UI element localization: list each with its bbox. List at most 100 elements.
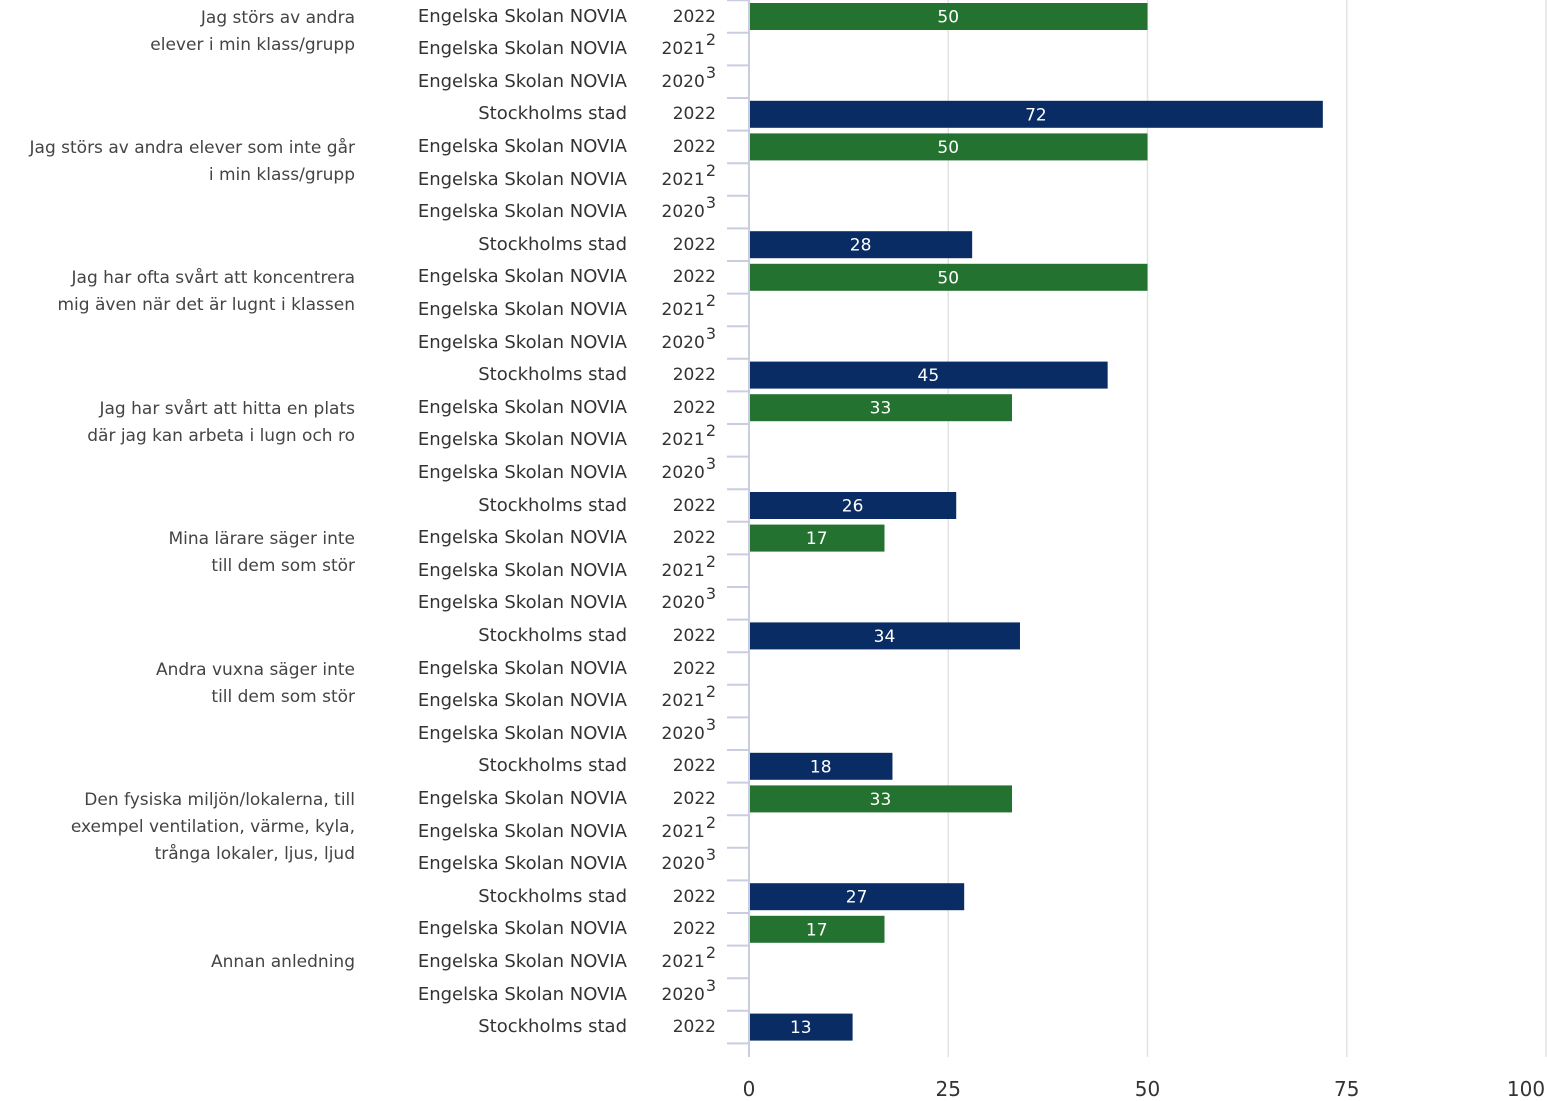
row-year-label: 2022 xyxy=(673,397,716,419)
question-label-line: Den fysiska miljön/lokalerna, till xyxy=(84,789,355,810)
bar xyxy=(750,394,1013,422)
row-year-label: 2022 xyxy=(673,266,716,288)
year-text: 2022 xyxy=(672,495,716,516)
bar-value-label: 18 xyxy=(810,757,832,777)
year-text: 2022 xyxy=(672,788,716,809)
row-year-label: 20212 xyxy=(661,291,716,321)
question-label-line: Annan anledning xyxy=(210,951,355,972)
row-year-label: 20212 xyxy=(662,943,716,973)
question-label-line: Jag störs av andra xyxy=(200,7,355,28)
bar-value-label: 50 xyxy=(937,138,959,158)
row-entity-label: Engelska Skolan NOVIA xyxy=(417,5,627,27)
row-year-label: 2022 xyxy=(673,6,716,28)
bar xyxy=(750,1013,853,1041)
year-text: 2022 xyxy=(672,625,716,646)
x-tick-label: 25 xyxy=(935,1077,961,1101)
row-entity-label: Stockholms stad xyxy=(478,1016,627,1038)
row-entity-label: Engelska Skolan NOVIA xyxy=(417,787,627,809)
row-year-label: 20203 xyxy=(662,454,716,484)
row-entity-label: Stockholms stad xyxy=(478,755,627,777)
year-text: 2020 xyxy=(661,71,705,92)
row-entity-label: Engelska Skolan NOVIA xyxy=(417,298,627,320)
bar xyxy=(750,231,973,259)
row-year-label: 2022 xyxy=(673,658,716,680)
bar xyxy=(750,361,1108,389)
x-tick-label: 0 xyxy=(742,1077,756,1101)
row-entity-label: Stockholms stad xyxy=(478,364,627,386)
question-label-line: Jag störs av andra elever som inte går xyxy=(29,137,355,158)
row-year-label: 20212 xyxy=(661,552,716,582)
row-year-label: 2022 xyxy=(673,527,716,549)
row-year-label: 2022 xyxy=(673,788,716,810)
footnote-marker: 3 xyxy=(705,714,716,734)
question-label: Mina lärare säger inte till dem som stör xyxy=(0,526,355,580)
row-entity-label: Engelska Skolan NOVIA xyxy=(417,38,627,60)
year-text: 2021 xyxy=(661,560,705,581)
question-label-line: Andra vuxna säger inte xyxy=(155,659,355,680)
row-year-label: 20203 xyxy=(661,715,716,745)
row-entity-label: Engelska Skolan NOVIA xyxy=(417,592,627,614)
bar xyxy=(750,622,1020,650)
bar-value-label: 27 xyxy=(846,888,868,908)
question-label: Jag har ofta svårt att koncentrera mig äv… xyxy=(0,265,356,319)
question-label-line: exempel ventilation, värme, kyla, xyxy=(70,816,355,837)
year-text: 2021 xyxy=(661,430,705,451)
bar xyxy=(750,752,893,780)
row-year-label: 2022 xyxy=(673,918,716,940)
row-entity-label: Engelska Skolan NOVIA xyxy=(417,429,627,451)
row-entity-label: Engelska Skolan NOVIA xyxy=(417,983,627,1005)
row-year-label: 20212 xyxy=(662,161,716,191)
question-label-line: trånga lokaler, ljus, ljud xyxy=(154,843,355,864)
x-tick-label: 100 xyxy=(1506,1077,1546,1101)
row-year-label: 2022 xyxy=(673,755,716,777)
question-label: Annan anledning xyxy=(0,949,355,976)
year-text: 2020 xyxy=(661,723,705,744)
row-entity-label: Engelska Skolan NOVIA xyxy=(417,135,627,157)
bar xyxy=(750,3,1148,30)
year-text: 2022 xyxy=(672,658,716,679)
footnote-marker: 2 xyxy=(705,812,716,832)
year-text: 2022 xyxy=(672,234,716,255)
footnote-marker: 2 xyxy=(705,30,716,50)
row-entity-label: Stockholms stad xyxy=(478,103,627,125)
row-year-label: 20212 xyxy=(661,421,716,451)
row-entity-label: Stockholms stad xyxy=(478,624,627,646)
row-entity-label: Stockholms stad xyxy=(478,885,627,907)
row-entity-label: Engelska Skolan NOVIA xyxy=(417,331,627,353)
row-year-label: 20203 xyxy=(662,193,716,223)
row-year-label: 2022 xyxy=(673,625,716,647)
footnote-marker: 2 xyxy=(705,290,716,310)
question-label: Den fysiska miljön/lokalerna, till exempe… xyxy=(0,787,355,868)
year-text: 2020 xyxy=(661,854,705,875)
row-year-label: 20203 xyxy=(661,976,716,1006)
bar xyxy=(750,492,957,519)
row-entity-label: Engelska Skolan NOVIA xyxy=(417,918,627,940)
row-year-label: 20212 xyxy=(662,30,716,60)
row-entity-label: Engelska Skolan NOVIA xyxy=(417,201,627,223)
footnote-marker: 2 xyxy=(705,682,716,702)
row-year-label: 20203 xyxy=(661,845,716,875)
row-entity-label: Engelska Skolan NOVIA xyxy=(417,657,627,679)
year-text: 2020 xyxy=(661,984,705,1005)
row-entity-label: Engelska Skolan NOVIA xyxy=(417,722,627,744)
question-label-line: i min klass/grupp xyxy=(208,164,355,185)
bar-value-label: 28 xyxy=(850,236,872,256)
footnote-marker: 2 xyxy=(705,421,716,441)
year-text: 2021 xyxy=(661,299,705,320)
year-text: 2021 xyxy=(661,821,705,842)
row-entity-label: Engelska Skolan NOVIA xyxy=(417,527,627,549)
row-entity-label: Engelska Skolan NOVIA xyxy=(417,168,627,190)
question-label-line: Mina lärare säger inte xyxy=(168,529,355,550)
year-text: 2022 xyxy=(672,886,716,907)
bar-value-label: 26 xyxy=(842,497,864,517)
year-text: 2022 xyxy=(672,104,716,125)
year-text: 2022 xyxy=(672,756,716,777)
x-tick-label: 50 xyxy=(1134,1077,1161,1101)
row-year-label: 20212 xyxy=(661,813,716,843)
bar xyxy=(750,883,965,911)
row-year-label: 2022 xyxy=(673,234,716,256)
row-entity-label: Engelska Skolan NOVIA xyxy=(417,820,627,842)
footnote-marker: 3 xyxy=(705,193,716,213)
bar xyxy=(750,133,1148,161)
